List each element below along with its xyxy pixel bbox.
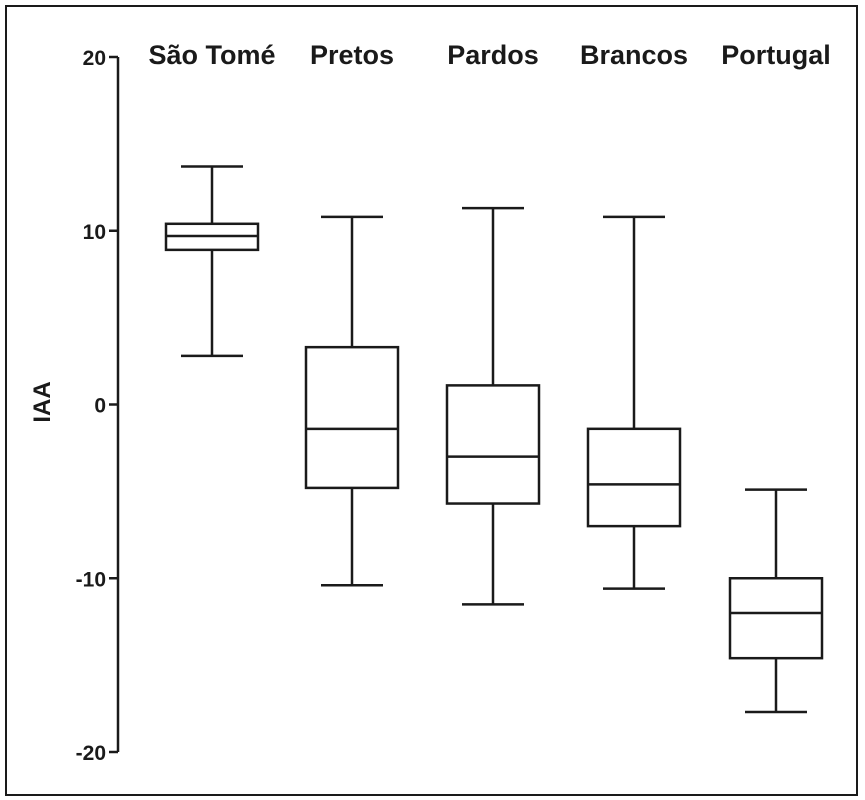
category-labels: São Tomé Pretos Pardos Brancos Portugal <box>148 40 830 70</box>
iqr-box <box>304 345 400 490</box>
y-tick-label: 20 <box>83 47 106 70</box>
category-label: São Tomé <box>148 40 275 70</box>
box-4 <box>586 215 682 590</box>
y-axis: 20 10 0 -10 -20 <box>76 47 120 765</box>
category-label: Pardos <box>447 40 539 70</box>
y-tick-label: 10 <box>83 221 106 244</box>
chart-frame <box>5 5 858 796</box>
box-1 <box>164 165 260 358</box>
y-axis-title: IAA <box>29 381 56 422</box>
iqr-box <box>445 384 541 505</box>
box-3 <box>445 206 541 606</box>
category-label: Brancos <box>580 40 688 70</box>
category-label: Portugal <box>721 40 831 70</box>
category-label: Pretos <box>310 40 394 70</box>
iqr-box <box>728 577 824 660</box>
y-tick-label: -20 <box>76 742 106 765</box>
iqr-box <box>586 427 682 528</box>
box-2 <box>304 215 400 587</box>
y-tick-label: -10 <box>76 568 106 591</box>
y-tick-label: 0 <box>94 395 106 418</box>
box-5 <box>728 488 824 714</box>
boxes <box>164 165 824 714</box>
